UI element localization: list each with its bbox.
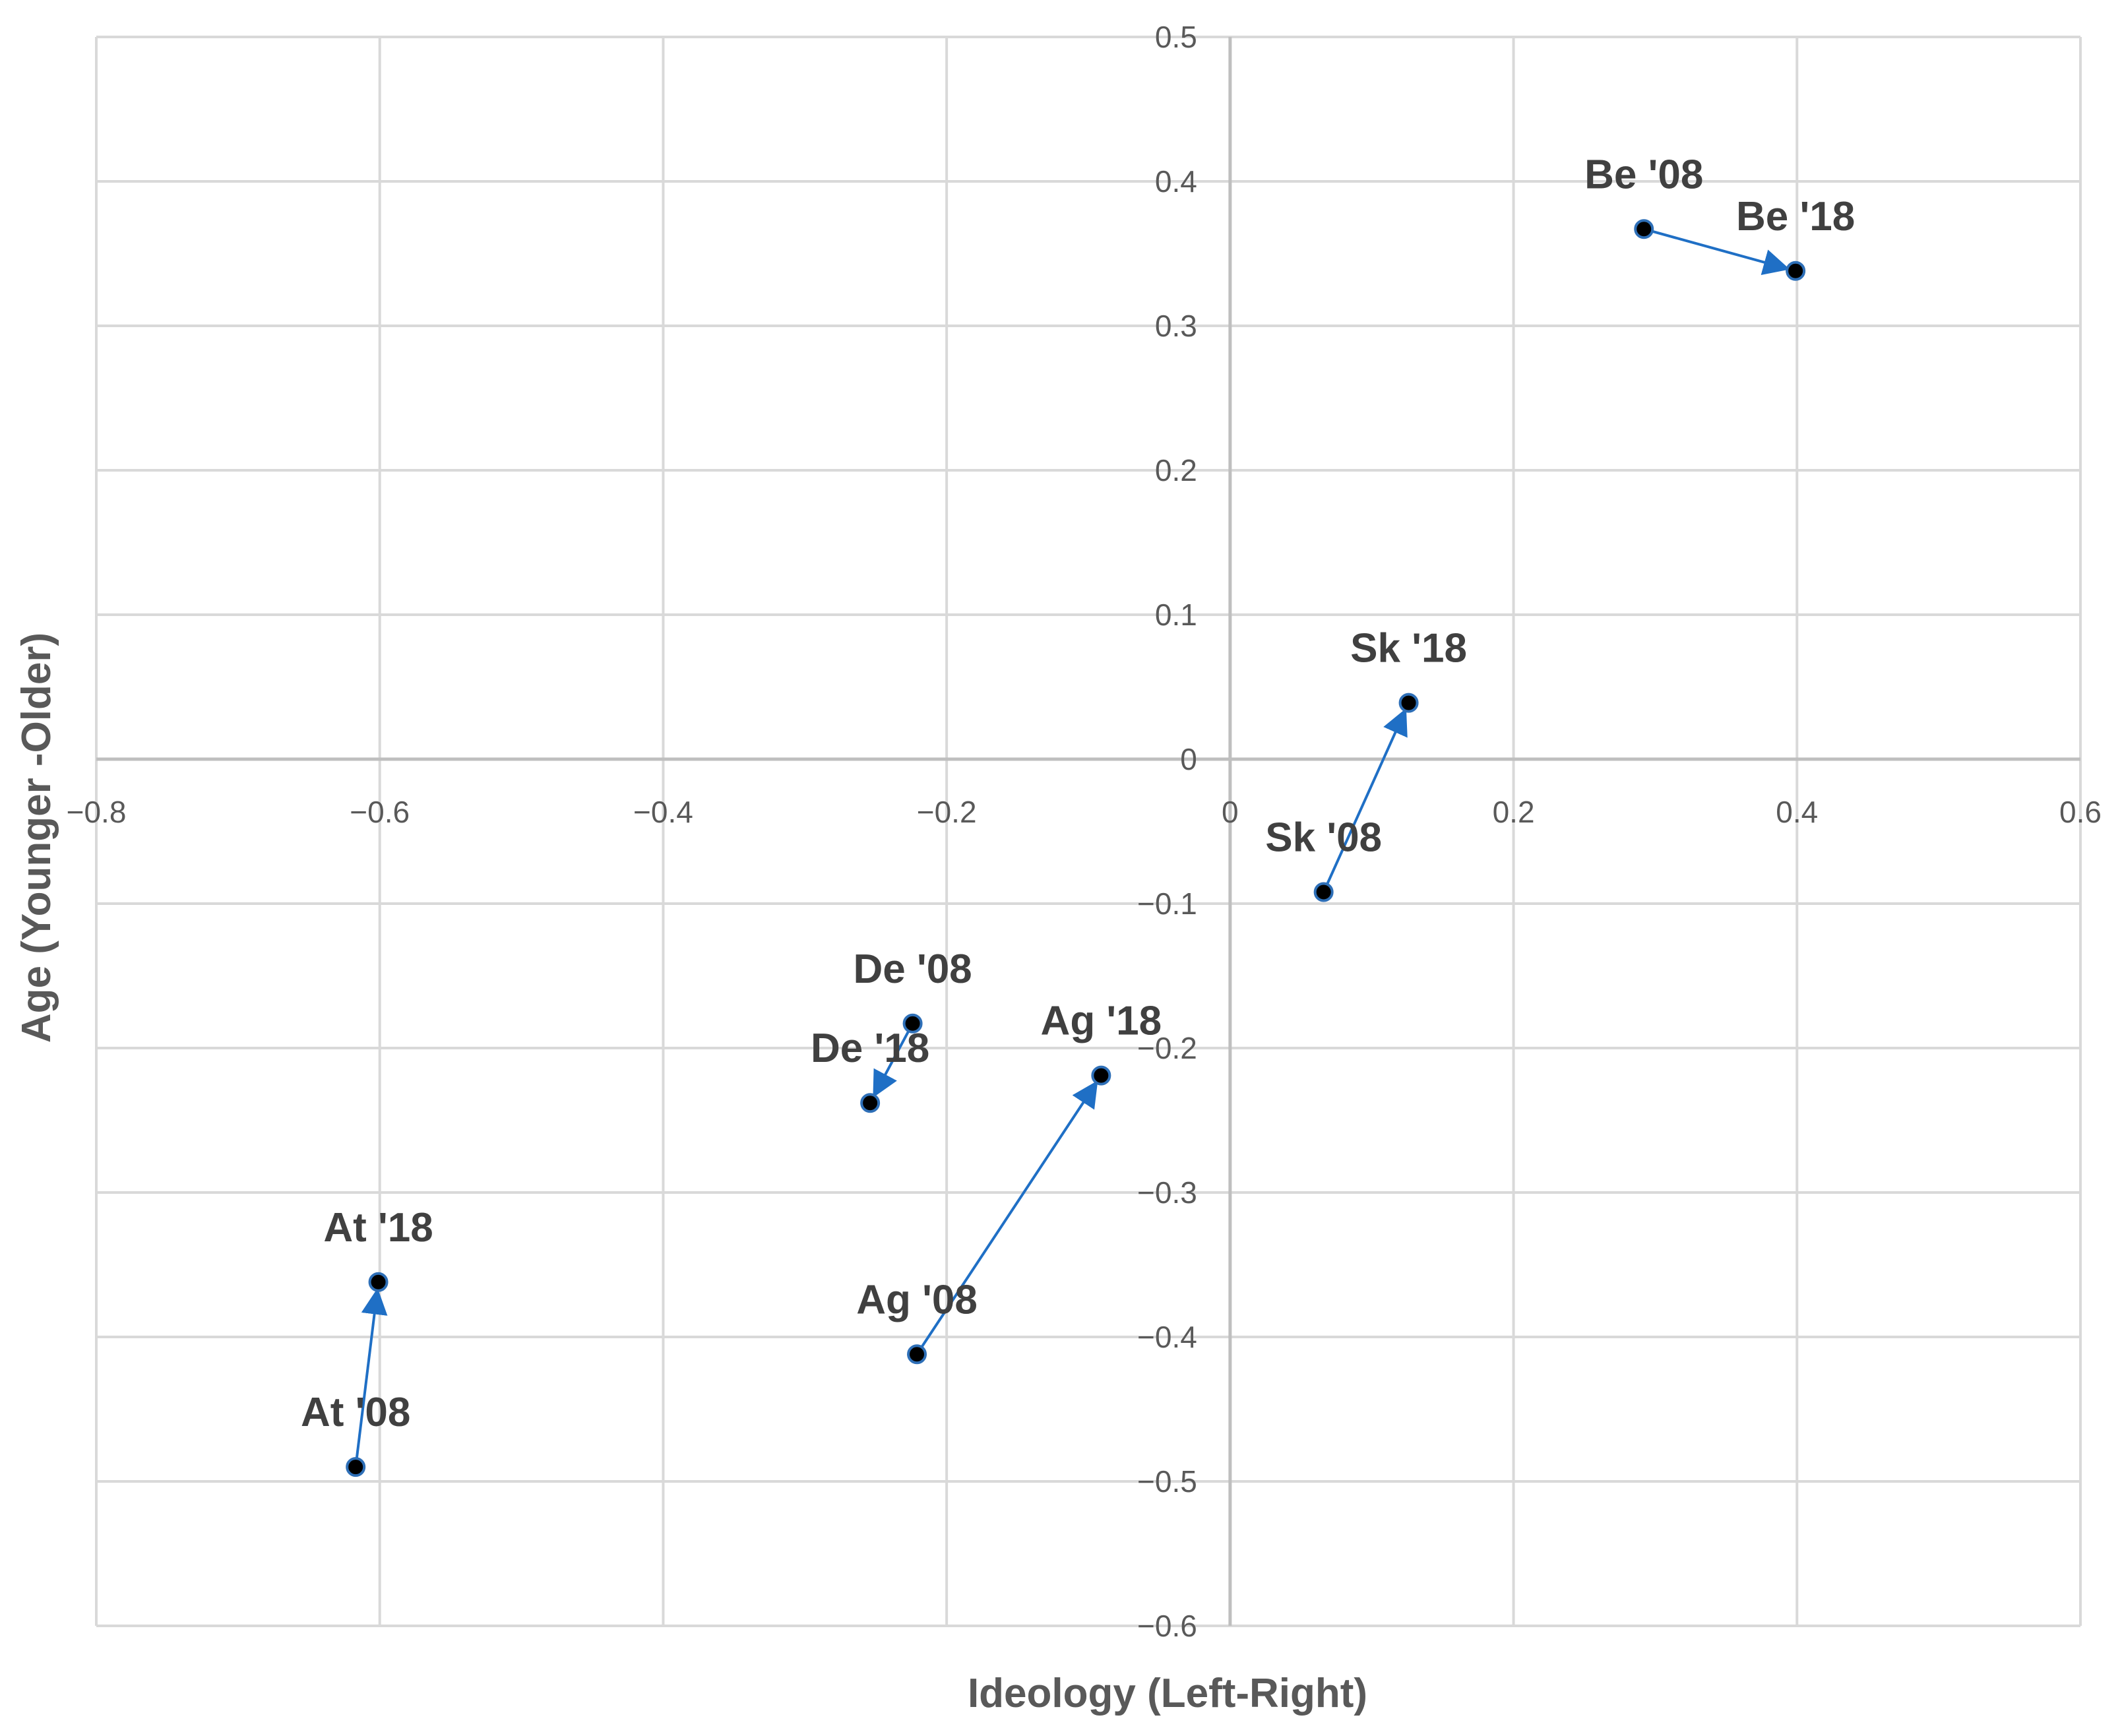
x-tick-label: −0.8: [67, 795, 127, 829]
x-tick-label: −0.2: [917, 795, 977, 829]
arrows: [355, 230, 1790, 1459]
y-axis-title: Age (Younger -Older): [14, 633, 59, 1043]
y-tick-label: −0.5: [1137, 1464, 1197, 1499]
x-tick-label: 0.2: [1493, 795, 1535, 829]
point-label: Sk '08: [1265, 815, 1382, 860]
y-tick-label: −0.6: [1137, 1609, 1197, 1643]
data-point: [1091, 1065, 1111, 1086]
data-point: [1398, 693, 1419, 713]
y-tick-label: 0.2: [1155, 453, 1197, 487]
point-label: De '18: [811, 1026, 929, 1071]
y-tick-label: −0.4: [1137, 1320, 1197, 1354]
point-label: At '18: [323, 1205, 433, 1251]
point-label: At '08: [301, 1390, 410, 1435]
y-tick-label: −0.1: [1137, 886, 1197, 921]
y-tick-label: 0.3: [1155, 309, 1197, 343]
data-point: [860, 1093, 881, 1113]
trajectory-arrow: [1326, 708, 1408, 885]
trajectory-arrow: [920, 1080, 1098, 1348]
data-point: [907, 1344, 927, 1365]
trajectory-arrow: [355, 1287, 388, 1459]
trajectory-arrow: [1652, 230, 1790, 276]
data-point: [1634, 219, 1654, 239]
point-label: De '08: [853, 946, 972, 992]
x-tick-label: −0.6: [350, 795, 410, 829]
y-tick-label: −0.2: [1137, 1031, 1197, 1065]
point-labels: Be '08 Be '18 Sk '08 Sk '18 De '08 De '18 Ag '…: [301, 152, 1855, 1435]
point-label: Ag '18: [1041, 999, 1162, 1044]
x-axis-title: Ideology (Left-Right): [968, 1671, 1367, 1716]
tick-labels: −0.8 −0.6 −0.4 −0.2 0 0.2 0.4 0.6 0.5 0.4 0.3 0.2 0.…: [67, 20, 2102, 1643]
trajectory-arrow: [873, 1030, 910, 1098]
y-tick-label: 0.1: [1155, 598, 1197, 632]
point-label: Ag '08: [856, 1277, 978, 1322]
point-label: Be '18: [1736, 194, 1855, 239]
data-point: [902, 1013, 923, 1034]
x-tick-label: 0.6: [2059, 795, 2102, 829]
data-point: [1786, 261, 1806, 281]
axes: [96, 37, 2080, 1626]
data-point: [346, 1457, 366, 1477]
data-point: [1313, 882, 1334, 902]
data-point: [368, 1272, 389, 1292]
grid: [95, 36, 2082, 1627]
y-tick-label: −0.3: [1137, 1175, 1197, 1210]
point-label: Be '08: [1584, 152, 1703, 197]
x-tick-label: 0: [1222, 795, 1239, 829]
y-tick-label: 0.4: [1155, 164, 1197, 199]
y-tick-label: 0.5: [1155, 20, 1197, 54]
x-tick-label: −0.4: [633, 795, 693, 829]
points: [346, 219, 1806, 1477]
x-tick-label: 0.4: [1776, 795, 1818, 829]
y-tick-label: 0: [1180, 742, 1197, 776]
point-label: Sk '18: [1350, 626, 1467, 671]
